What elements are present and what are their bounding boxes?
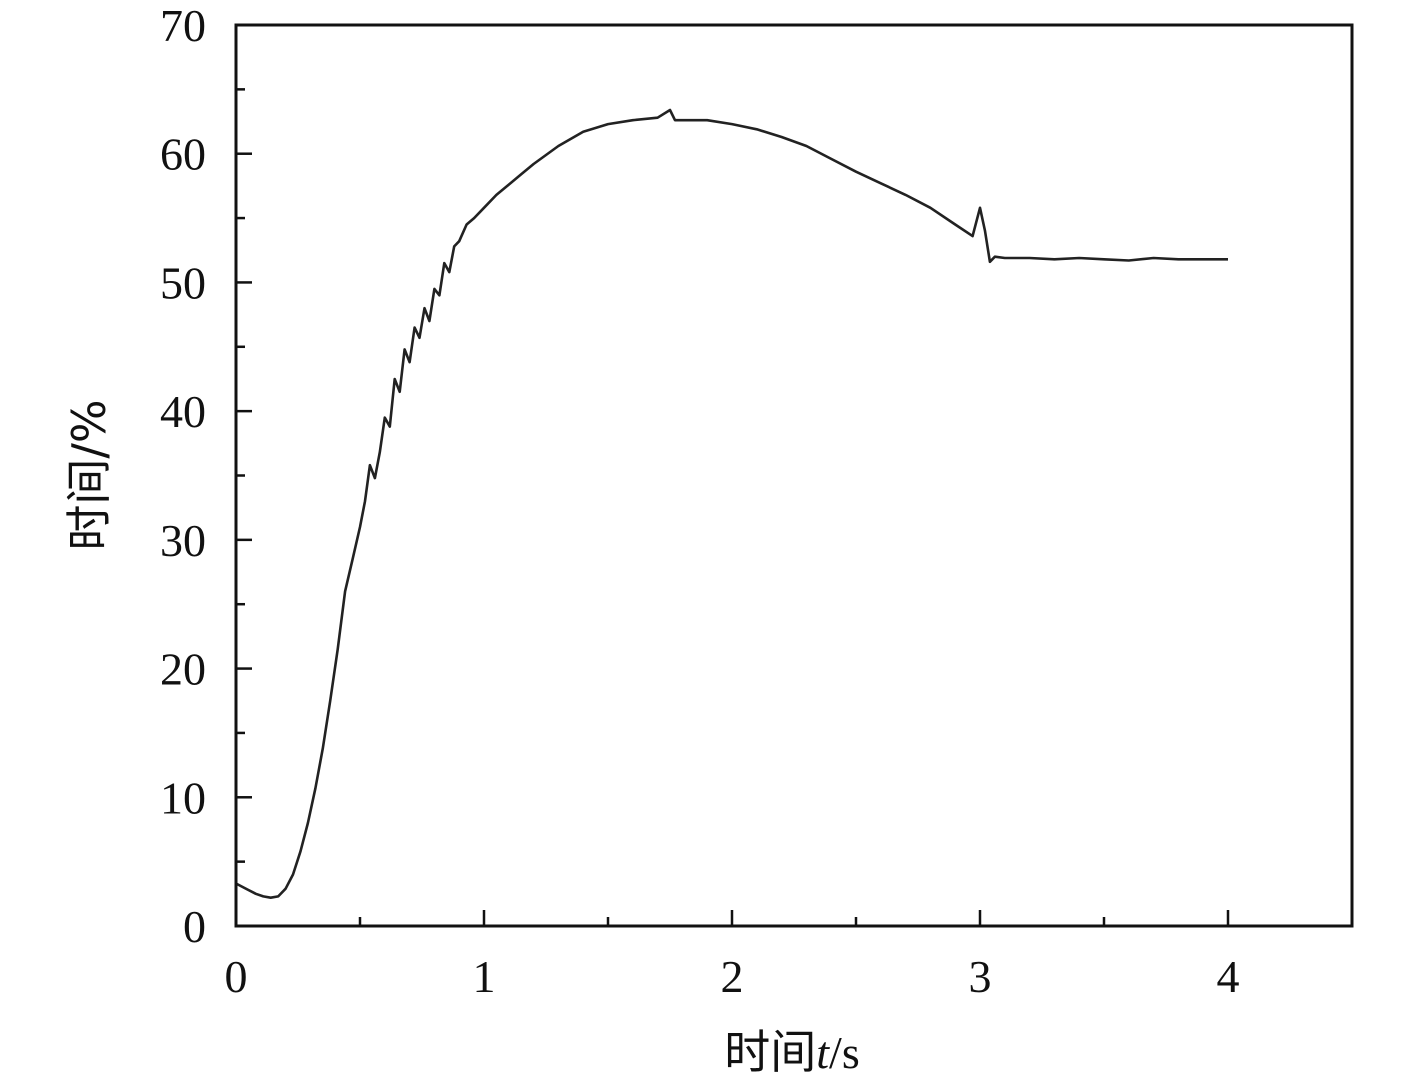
- x-tick-label: 1: [473, 951, 496, 1002]
- y-tick-label: 60: [160, 129, 206, 180]
- y-tick-label: 10: [160, 772, 206, 823]
- x-tick-label: 0: [225, 951, 248, 1002]
- plot-frame: [234, 23, 1354, 928]
- x-tick-label: 2: [721, 951, 744, 1002]
- x-tick-label: 4: [1217, 951, 1240, 1002]
- y-tick-labels: 0 10 20 30 40 50 60 70: [160, 0, 206, 952]
- major-ticks: [236, 152, 1230, 926]
- x-tick-labels: 0 1 2 3 4: [225, 951, 1240, 1002]
- y-tick-label: 70: [160, 0, 206, 51]
- y-tick-label: 30: [160, 515, 206, 566]
- y-tick-label: 0: [183, 901, 206, 952]
- y-tick-label: 50: [160, 257, 206, 308]
- series-line: [235, 108, 1228, 899]
- x-axis-title: 时间t/s: [724, 1025, 859, 1079]
- minor-ticks: [236, 88, 1106, 926]
- x-tick-label: 3: [969, 951, 992, 1002]
- y-tick-label: 20: [160, 644, 206, 695]
- y-axis-title: 时间/%: [62, 399, 116, 550]
- y-tick-label: 40: [160, 386, 206, 437]
